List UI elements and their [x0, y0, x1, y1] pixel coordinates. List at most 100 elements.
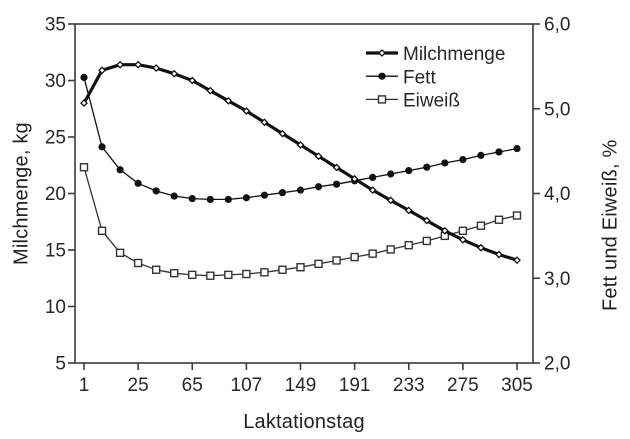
- legend-label: Fett: [403, 67, 436, 88]
- eiweiss-point-marker: [296, 263, 305, 272]
- milchmenge-point-marker: [98, 66, 106, 75]
- fett-point-marker: [459, 156, 467, 164]
- fett-point-marker: [134, 179, 142, 187]
- series-fett: [80, 73, 521, 204]
- eiweiss-point-marker: [278, 265, 287, 274]
- series-milchmenge: [80, 60, 521, 265]
- milchmenge-point-marker: [314, 152, 323, 161]
- eiweiss-point-marker: [206, 271, 215, 280]
- fett-point-marker: [260, 191, 269, 199]
- milchmenge-point-marker: [242, 107, 251, 115]
- fett-point-marker: [423, 163, 431, 171]
- eiweiss-point-marker: [332, 256, 341, 265]
- y-left-tick-label: 10: [45, 297, 66, 318]
- milchmenge-point-marker: [134, 60, 143, 69]
- fett-point-marker: [296, 186, 305, 194]
- x-tick-label: 191: [339, 375, 371, 396]
- eiweiss-point-marker: [422, 236, 431, 246]
- fett-point-marker: [188, 194, 196, 203]
- milchmenge-point-marker: [476, 243, 485, 252]
- eiweiss-point-marker: [458, 226, 468, 235]
- fett-point-marker: [495, 148, 503, 156]
- fett-point-marker: [206, 195, 214, 204]
- eiweiss-point-marker: [260, 268, 269, 277]
- eiweiss-point-marker: [476, 221, 486, 230]
- fett-point-marker: [152, 187, 160, 195]
- milchmenge-point-marker: [224, 96, 233, 105]
- eiweiss-point-marker: [79, 163, 89, 172]
- legend-item-milchmenge: Milchmenge: [366, 44, 505, 65]
- y-left-axis-title: Milchmenge, kg: [10, 122, 33, 265]
- eiweiss-point-marker: [133, 258, 143, 268]
- y-right-tick-label: 3,0: [544, 269, 570, 290]
- x-tick-label: 107: [231, 375, 263, 396]
- milchmenge-point-marker: [350, 174, 359, 183]
- eiweiss-point-marker: [512, 211, 522, 220]
- fett-point-marker: [314, 183, 323, 191]
- milchmenge-point-marker: [404, 206, 413, 215]
- eiweiss-point-marker: [188, 270, 197, 280]
- plot-border: [74, 23, 534, 364]
- eiweiss-point-marker: [224, 270, 233, 280]
- fett-point-marker: [98, 143, 106, 151]
- fett-point-marker: [441, 159, 449, 167]
- milchmenge-point-marker: [422, 216, 431, 225]
- legend-item-fett: Fett: [366, 67, 436, 88]
- fett-point-marker: [513, 144, 521, 153]
- eiweiss-point-marker: [377, 95, 387, 104]
- milchmenge-point-marker: [170, 69, 179, 78]
- milchmenge-point-marker: [116, 60, 125, 69]
- series-eiwei: [79, 163, 522, 280]
- milchmenge-point-marker: [260, 118, 269, 127]
- y-right-axis-title: Fett und Eiweiß, %: [599, 139, 622, 311]
- milchmenge-point-marker: [80, 99, 88, 108]
- eiweiss-point-marker: [242, 269, 251, 279]
- fett-point-marker: [387, 170, 395, 178]
- y-left-tick-label: 15: [45, 241, 66, 262]
- legend-label: Milchmenge: [403, 44, 505, 65]
- x-tick-label: 65: [182, 375, 203, 396]
- y-right-tick-label: 5,0: [544, 99, 570, 120]
- milchmenge-point-marker: [513, 256, 521, 265]
- fett-point-marker: [278, 189, 287, 197]
- y-left-tick-label: 20: [45, 184, 66, 205]
- fett-point-marker: [405, 167, 413, 175]
- x-tick-label: 1: [79, 375, 90, 396]
- x-tick-label: 305: [501, 375, 533, 396]
- fett-point-marker: [170, 192, 178, 200]
- eiweiss-point-marker: [170, 268, 179, 278]
- x-tick-label: 275: [447, 375, 479, 396]
- x-tick-label: 149: [285, 375, 317, 396]
- fett-point-marker: [369, 173, 377, 181]
- eiweiss-point-marker: [350, 252, 359, 262]
- legend-label: Eiweiß: [403, 91, 460, 112]
- milchmenge-point-marker: [188, 76, 197, 85]
- legend-item-eiwei: Eiweiß: [366, 91, 460, 112]
- x-tick-label: 25: [128, 375, 149, 396]
- eiweiss-point-marker: [404, 240, 413, 250]
- milchmenge-point-marker: [332, 163, 341, 172]
- fett-point-marker: [332, 180, 341, 188]
- milchmenge-point-marker: [152, 64, 161, 72]
- milchmenge-point-marker: [495, 250, 503, 259]
- eiweiss-point-marker: [115, 248, 125, 258]
- fett-point-marker: [378, 72, 386, 80]
- y-left-tick-label: 25: [45, 128, 66, 149]
- eiweiss-point-marker: [494, 215, 504, 224]
- fett-point-marker: [224, 195, 232, 204]
- milchmenge-point-marker: [386, 196, 395, 205]
- eiweiss-point-marker: [151, 265, 161, 274]
- milchmenge-point-marker: [440, 226, 449, 235]
- fett-point-marker: [80, 73, 88, 81]
- y-left-tick-label: 35: [45, 15, 66, 36]
- eiweiss-point-marker: [97, 226, 107, 235]
- fett-point-marker: [477, 151, 485, 159]
- x-axis-title: Laktationstag: [243, 411, 365, 433]
- milchmenge-point-marker: [368, 186, 377, 195]
- eiweiss-point-marker: [386, 245, 395, 254]
- milchmenge-point-marker: [206, 86, 215, 95]
- milchmenge-point-marker: [458, 235, 467, 244]
